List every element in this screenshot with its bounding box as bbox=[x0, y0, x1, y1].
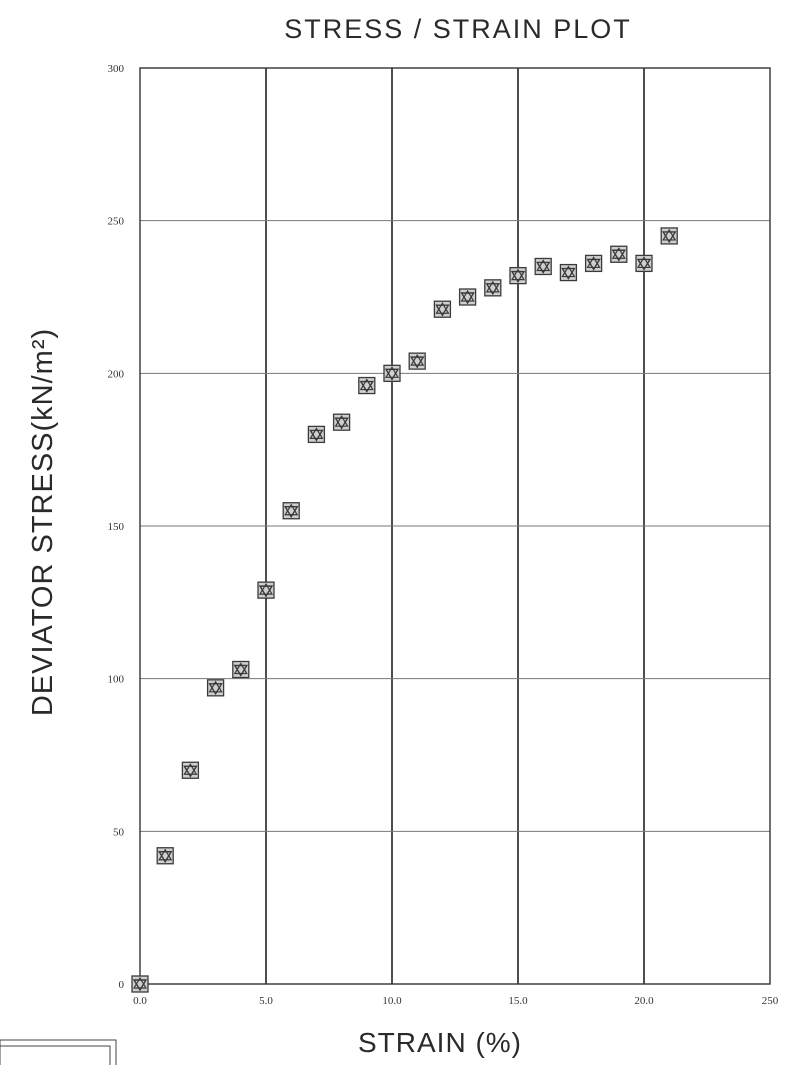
x-axis-label: STRAIN (%) bbox=[358, 1027, 522, 1058]
data-point-marker bbox=[383, 364, 401, 382]
data-point-marker bbox=[156, 847, 174, 865]
data-point-marker bbox=[131, 975, 149, 993]
data-point-marker bbox=[534, 257, 552, 276]
data-point-marker bbox=[660, 227, 678, 245]
data-point-marker bbox=[433, 300, 452, 318]
chart-title: STRESS / STRAIN PLOT bbox=[284, 14, 632, 44]
data-point-marker bbox=[307, 425, 326, 444]
data-point-marker bbox=[257, 581, 275, 599]
data-points bbox=[131, 227, 678, 993]
plot-frame bbox=[139, 67, 771, 985]
y-tick-label: 250 bbox=[108, 216, 125, 228]
data-point-marker bbox=[484, 279, 502, 297]
y-axis-ticks: 0 50 100 150 200 250 300 bbox=[108, 63, 125, 991]
data-point-marker bbox=[458, 288, 477, 306]
y-tick-label: 300 bbox=[108, 63, 125, 75]
data-point-marker bbox=[358, 376, 376, 395]
y-tick-label: 100 bbox=[108, 674, 125, 686]
x-axis-ticks: 0.0 5.0 10.0 15.0 20.0 250 bbox=[133, 995, 779, 1007]
data-point-marker bbox=[282, 502, 300, 520]
x-tick-label: 250 bbox=[762, 995, 779, 1007]
data-point-marker bbox=[559, 263, 578, 282]
y-tick-label: 0 bbox=[119, 979, 125, 991]
data-point-marker bbox=[206, 679, 225, 697]
data-point-marker bbox=[181, 761, 200, 779]
data-point-marker bbox=[408, 352, 426, 370]
y-tick-label: 50 bbox=[113, 826, 125, 838]
grid bbox=[140, 68, 770, 984]
y-tick-label: 200 bbox=[108, 368, 125, 380]
data-point-marker bbox=[509, 266, 527, 285]
x-tick-label: 0.0 bbox=[133, 995, 147, 1007]
data-point-marker bbox=[332, 413, 351, 431]
y-tick-label: 150 bbox=[108, 521, 125, 533]
data-point-marker bbox=[635, 254, 653, 273]
x-tick-label: 5.0 bbox=[259, 995, 273, 1007]
x-tick-label: 10.0 bbox=[382, 995, 402, 1007]
data-point-marker bbox=[610, 245, 628, 263]
corner-stamp-box bbox=[0, 1039, 117, 1065]
data-point-marker bbox=[584, 254, 603, 273]
data-point-marker bbox=[232, 660, 250, 679]
x-tick-label: 15.0 bbox=[508, 995, 528, 1007]
x-tick-label: 20.0 bbox=[634, 995, 654, 1007]
y-axis-label: DEVIATOR STRESS(kN/m²) bbox=[27, 328, 59, 716]
